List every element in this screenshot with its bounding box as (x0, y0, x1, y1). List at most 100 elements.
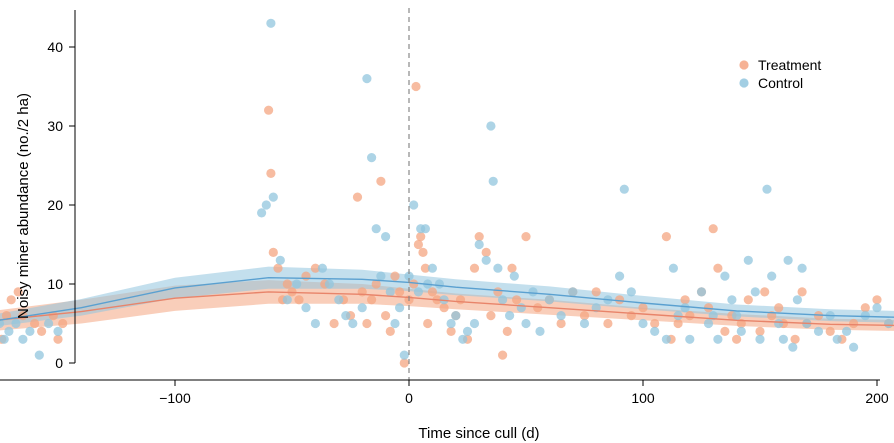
point-treatment (732, 334, 742, 344)
point-control (446, 318, 456, 329)
point-control (696, 287, 707, 297)
point-treatment (411, 81, 421, 92)
point-control (310, 318, 320, 329)
point-treatment (507, 263, 517, 273)
point-control (385, 287, 395, 297)
x-tick-label: 200 (865, 390, 889, 406)
point-treatment (420, 263, 430, 273)
point-control (797, 263, 807, 273)
point-treatment (439, 303, 449, 313)
point-control (750, 287, 760, 297)
point-control (390, 318, 400, 329)
point-control (832, 334, 842, 344)
point-treatment (615, 295, 625, 305)
point-treatment (603, 318, 613, 329)
point-treatment (48, 311, 58, 321)
point-treatment (376, 176, 386, 186)
point-control (292, 279, 302, 289)
point-treatment (493, 287, 503, 297)
point-control (261, 200, 271, 210)
point-control (673, 311, 683, 321)
y-tick-label: 30 (47, 118, 63, 134)
point-control (395, 303, 405, 313)
point-treatment (409, 279, 419, 289)
point-control (381, 232, 391, 242)
point-treatment (502, 326, 512, 336)
point-control (619, 184, 629, 194)
point-control (399, 350, 409, 360)
legend: Treatment Control (739, 57, 821, 91)
point-control (0, 334, 9, 344)
point-control (371, 224, 381, 234)
point-control (34, 350, 44, 360)
x-tick-label: 100 (631, 390, 655, 406)
point-control (668, 263, 679, 273)
point-control (579, 318, 590, 329)
point-control (324, 279, 334, 289)
point-treatment (703, 303, 714, 313)
point-control (813, 326, 824, 336)
point-treatment (266, 168, 276, 178)
point-treatment (474, 232, 484, 242)
point-control (626, 287, 636, 297)
point-treatment (720, 326, 730, 336)
legend-marker-treatment (739, 60, 749, 70)
point-treatment (638, 303, 648, 313)
point-control (703, 318, 714, 329)
confidence-band-control (0, 266, 894, 326)
point-control (615, 271, 625, 281)
point-treatment (680, 295, 690, 305)
x-tick-label: 0 (405, 390, 413, 406)
point-treatment (282, 279, 292, 289)
point-control (650, 326, 660, 336)
point-treatment (310, 263, 320, 273)
x-tick-label: −100 (159, 390, 191, 406)
point-control (535, 326, 545, 336)
fit-lines (0, 276, 894, 327)
point-treatment (371, 279, 381, 289)
point-control (0, 318, 5, 329)
point-treatment (399, 358, 409, 368)
point-control (685, 334, 695, 344)
point-treatment (713, 263, 723, 273)
point-control (498, 295, 508, 305)
point-control (458, 334, 468, 344)
point-control (661, 334, 672, 344)
point-treatment (6, 295, 16, 305)
point-control (25, 326, 35, 336)
point-treatment (849, 318, 859, 329)
point-treatment (423, 318, 433, 329)
point-treatment (385, 326, 395, 336)
point-control (301, 303, 311, 313)
point-treatment (650, 318, 660, 329)
y-tick-label: 20 (47, 197, 63, 213)
point-treatment (455, 295, 466, 305)
point-treatment (294, 295, 304, 305)
point-control (544, 295, 555, 305)
point-control (275, 255, 285, 265)
point-treatment (413, 239, 423, 250)
point-control (774, 318, 784, 329)
point-treatment (511, 295, 522, 305)
point-control (268, 192, 278, 202)
point-treatment (743, 295, 753, 305)
point-treatment (13, 287, 23, 297)
point-treatment (790, 334, 800, 344)
point-control (872, 303, 882, 313)
y-tick-label: 40 (47, 39, 63, 55)
point-treatment (395, 287, 405, 297)
point-control (427, 263, 437, 273)
point-treatment (486, 311, 496, 321)
y-axis-title: Noisy miner abundance (no./2 ha) (15, 93, 32, 319)
point-control (720, 271, 730, 281)
point-control (755, 334, 765, 344)
point-treatment (708, 224, 718, 234)
point-control (420, 224, 430, 234)
point-control (783, 255, 793, 265)
point-control (736, 326, 746, 336)
point-treatment (418, 247, 428, 257)
point-control (488, 176, 498, 186)
x-axis-title: Time since cull (d) (418, 425, 539, 442)
